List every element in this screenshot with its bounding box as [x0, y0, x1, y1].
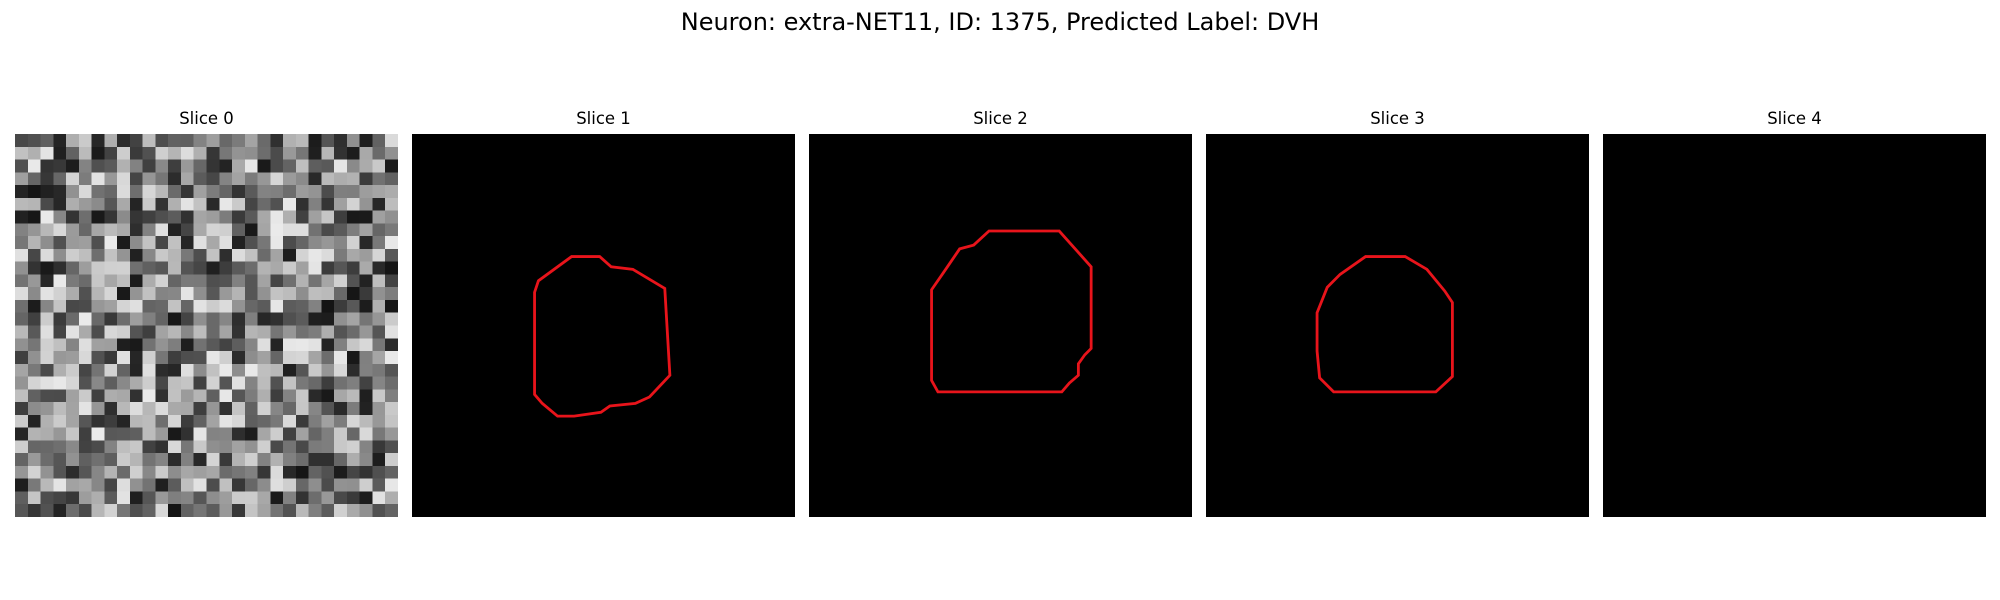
slice-image — [412, 134, 795, 517]
roi-contour — [930, 229, 1093, 394]
slice-image — [809, 134, 1192, 517]
slice-image — [15, 134, 398, 517]
slice-panel-0: Slice 0 — [15, 109, 398, 519]
slice-title: Slice 3 — [1370, 109, 1425, 128]
roi-contour — [533, 255, 672, 418]
slice-panel-2: Slice 2 — [809, 109, 1192, 519]
slice-title: Slice 2 — [973, 109, 1028, 128]
slice-title: Slice 0 — [179, 109, 234, 128]
slice-panel-1: Slice 1 — [412, 109, 795, 519]
slice-image — [1603, 134, 1986, 517]
slice-title: Slice 4 — [1767, 109, 1822, 128]
roi-contour — [1315, 255, 1454, 394]
figure-title: Neuron: extra-NET11, ID: 1375, Predicted… — [680, 8, 1320, 36]
slice-title: Slice 1 — [576, 109, 631, 128]
slice-panel-3: Slice 3 — [1206, 109, 1589, 519]
slice-image — [1206, 134, 1589, 517]
slice-panel-4: Slice 4 — [1603, 109, 1986, 519]
